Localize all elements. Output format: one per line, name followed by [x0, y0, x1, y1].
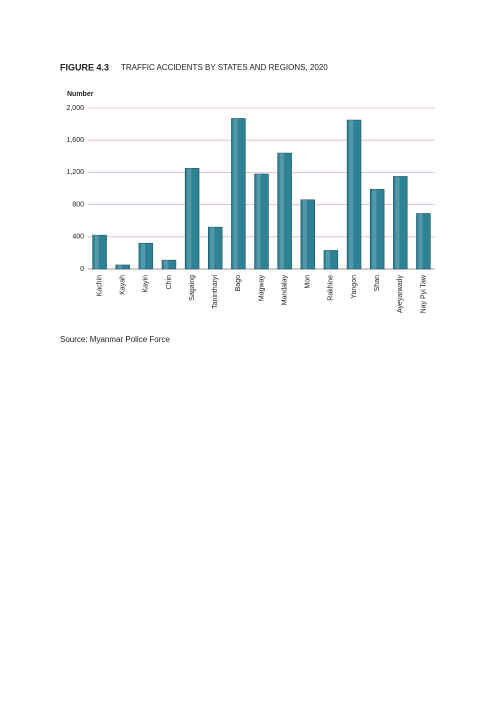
x-tick-label: Kachin — [96, 275, 103, 297]
bar — [115, 264, 130, 270]
x-tick-label: Rakhine — [328, 275, 335, 301]
y-tick-label: 1,200 — [66, 169, 84, 176]
bar — [300, 199, 316, 270]
x-tick-label: Sagaing — [189, 275, 196, 301]
bar — [138, 242, 154, 270]
y-tick-label: 0 — [80, 266, 84, 273]
bar-highlight — [210, 227, 215, 269]
bar — [231, 118, 246, 270]
y-tick-label: 1,600 — [66, 137, 84, 144]
bar — [207, 226, 223, 270]
bar — [346, 119, 362, 270]
bar-highlight — [256, 174, 261, 269]
x-tick-label: Tanintharyi — [212, 275, 219, 309]
x-tick-label: Yangon — [351, 275, 358, 299]
x-tick-label: Magway — [258, 275, 265, 302]
bar — [254, 173, 269, 270]
bar — [416, 213, 431, 270]
x-tick-label: Kayah — [120, 275, 127, 295]
bar-highlight — [233, 118, 238, 269]
x-tick-label: Kayin — [143, 275, 150, 293]
x-tick-label: Chin — [166, 275, 173, 290]
x-tick-label: Ayeyarwady — [397, 275, 404, 314]
y-tick-label: 2,000 — [66, 105, 84, 112]
bar — [277, 152, 292, 270]
bar-highlight — [325, 250, 331, 269]
y-tick-label: 400 — [72, 234, 84, 241]
bar — [393, 176, 408, 270]
figure-label: FIGURE 4.3 — [60, 62, 109, 72]
y-axis-label: Number — [67, 91, 94, 98]
bar — [92, 234, 107, 270]
source-note: Source: Myanmar Police Force — [60, 335, 170, 344]
x-tick-label: Nay Pyi Taw — [420, 274, 427, 313]
bar-highlight — [372, 189, 377, 269]
chart-title: TRAFFIC ACCIDENTS BY STATES AND REGIONS,… — [121, 63, 328, 72]
bar-highlight — [187, 168, 192, 269]
y-tick-label: 800 — [72, 201, 84, 208]
x-tick-label: Mandalay — [281, 275, 288, 306]
bar — [369, 189, 385, 270]
bar-highlight — [418, 213, 423, 269]
x-tick-label: Shan — [374, 275, 381, 291]
bar-highlight — [164, 260, 169, 269]
x-tick-label: Mon — [305, 275, 312, 289]
bar-highlight — [94, 235, 99, 269]
bar-highlight — [140, 243, 146, 269]
bar-highlight — [349, 120, 354, 269]
bar — [161, 259, 177, 270]
bar — [184, 168, 200, 270]
bar — [323, 250, 339, 270]
bar-highlight — [395, 176, 400, 269]
bar-highlight — [117, 264, 122, 269]
x-tick-label: Bago — [235, 275, 242, 291]
bar-highlight — [279, 153, 284, 269]
bar-highlight — [302, 199, 307, 269]
